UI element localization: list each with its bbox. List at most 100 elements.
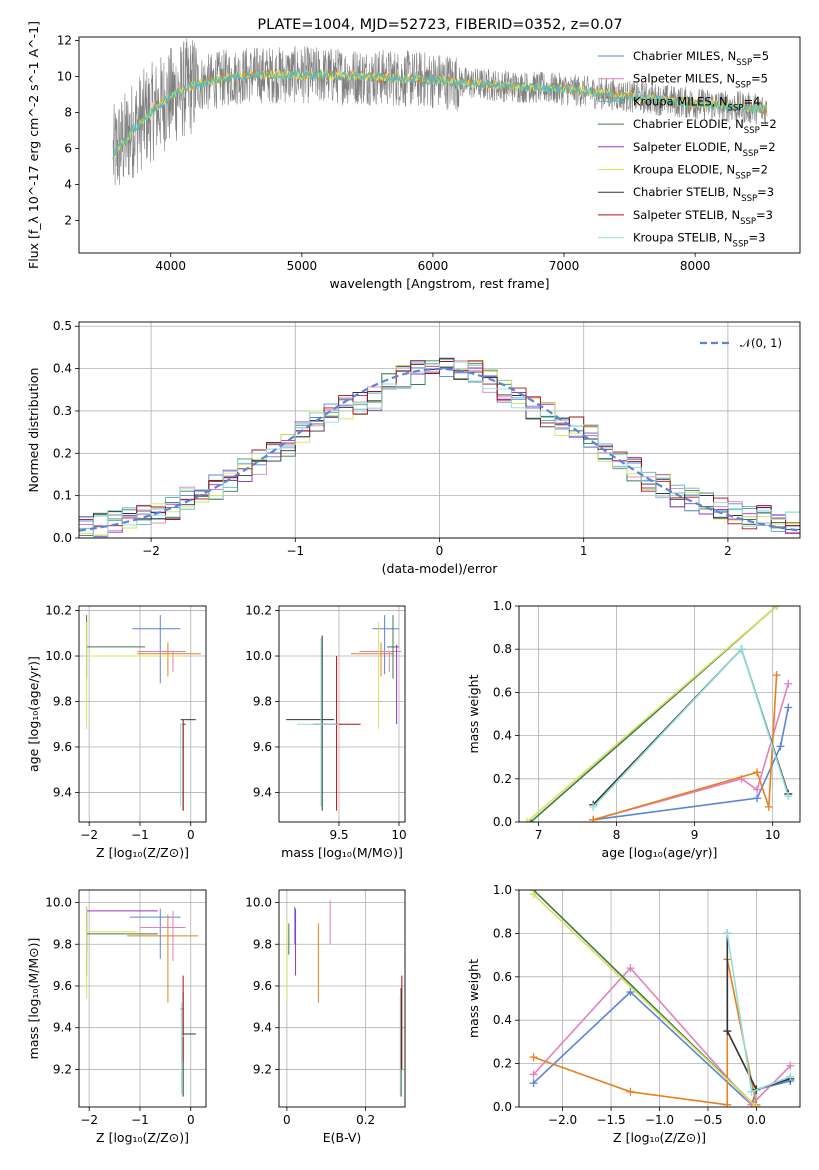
error-bar-point (127, 915, 199, 1003)
age-vs-mass-panel: 9.5 10 9.4 9.6 9.8 10.0 10.2 mass [log₁₀(M/M⊙)] (245, 604, 406, 860)
y-tick-label: 0.8 (493, 926, 512, 940)
y-tick-label: 0.4 (53, 362, 72, 376)
x-tick-label: −1.0 (645, 1113, 674, 1127)
weight-marker (784, 679, 793, 688)
residuals-panel: −2 −1 0 1 2 0.0 0.1 0.2 0.3 0.4 0.5 (data-model)/er… (26, 319, 801, 576)
x-tick-label: 0 (436, 544, 444, 558)
error-bar-point (351, 642, 393, 677)
weight-series (533, 959, 758, 1106)
axes-frame (78, 36, 801, 254)
y-tick-label: 10.0 (245, 649, 272, 663)
axes-frame (78, 889, 207, 1108)
legend-label: Salpeter ELODIE, NSSP=2 (633, 140, 776, 159)
y-tick-label: 8 (64, 106, 72, 120)
mass-vs-metallicity-panel: −2 −1 0 9.2 9.4 9.6 9.8 10.0 Z [log₁₀(Z/Z⊙)] mass… (26, 889, 207, 1145)
y-tick-label: 0.3 (53, 404, 72, 418)
y-tick-label: 9.4 (253, 785, 272, 799)
y-tick-label: 0.8 (493, 642, 512, 656)
y-tick-label: 9.8 (253, 937, 272, 951)
y-tick-label: 0.0 (53, 531, 72, 545)
x-tick-label: −1 (286, 544, 304, 558)
x-tick-label: −0.5 (693, 1113, 722, 1127)
legend-label: Chabrier STELIB, NSSP=3 (633, 185, 774, 204)
weight-marker (529, 1079, 538, 1088)
error-bar-point (182, 992, 196, 1097)
y-tick-label: 10.0 (45, 649, 72, 663)
mass-vs-extinction-panel: 0 0.2 9.2 9.4 9.6 9.8 10.0 E(B-V) (245, 889, 406, 1145)
y-tick-label: 9.6 (253, 740, 272, 754)
weight-marker (723, 929, 732, 938)
x-tick-label: 0 (187, 828, 195, 842)
error-bar-point (372, 615, 399, 675)
weight-marker (529, 1070, 538, 1079)
y-tick-label: 10 (57, 70, 72, 84)
weight-marker (753, 785, 762, 794)
y-tick-label: 9.2 (253, 1062, 272, 1076)
x-tick-label: 1 (580, 544, 588, 558)
x-axis-label: Z [log₁₀(Z/Z⊙)] (96, 1130, 189, 1145)
weight-marker (784, 792, 793, 801)
x-tick-label: −2 (80, 828, 98, 842)
error-bar-point (137, 650, 186, 672)
y-tick-label: 0.4 (493, 729, 512, 743)
error-bar-point (181, 1002, 185, 1095)
model-spectrum (112, 68, 768, 160)
y-axis-label: mass [log₁₀(M/M⊙)] (26, 938, 41, 1060)
y-axis-label: Normed distribution (26, 368, 41, 493)
weight-series (593, 707, 790, 821)
weight-marker (529, 1053, 538, 1062)
axes-frame (278, 889, 406, 1108)
residual-histogram (79, 361, 800, 538)
x-tick-label: −1 (131, 1113, 149, 1127)
weight-marker (786, 1061, 795, 1070)
error-bar-point (387, 615, 399, 679)
x-tick-label: 9 (691, 828, 699, 842)
weight-marker (772, 606, 781, 610)
y-tick-label: 10.2 (45, 604, 72, 618)
plot-area (112, 38, 768, 186)
weight-series (526, 606, 778, 822)
plot-area (522, 606, 793, 822)
y-tick-label: 0.6 (493, 685, 512, 699)
y-axis-label: mass weight (466, 959, 481, 1038)
x-tick-label: 4000 (155, 259, 186, 273)
weight-series (726, 933, 791, 1091)
legend-label: Salpeter STELIB, NSSP=3 (633, 208, 773, 227)
error-bar-point (132, 615, 181, 684)
spectrum-panel: 4000 5000 6000 7000 8000 2 4 6 8 10 12 wavelength [… (26, 21, 801, 291)
x-tick-label: 8000 (680, 259, 711, 273)
weight-vs-age-panel: 7 8 9 10 0.0 0.2 0.4 0.6 0.8 1.0 age [log₁₀(age/yr… (466, 599, 801, 860)
error-bar-point (297, 637, 339, 807)
y-tick-label: 0.2 (493, 1057, 512, 1071)
weight-marker (752, 1103, 761, 1107)
x-axis-label: Z [log₁₀(Z/Z⊙)] (96, 845, 189, 860)
y-tick-label: 0.2 (493, 772, 512, 786)
plot-area (529, 890, 795, 1107)
x-tick-label: 5000 (287, 259, 318, 273)
y-tick-label: 9.4 (53, 1021, 72, 1035)
weight-marker (589, 815, 598, 822)
y-tick-label: 9.8 (53, 694, 72, 708)
y-axis-label: Flux [f_λ 10^-17 erg cm^-2 s^-1 A^-1] (26, 21, 41, 269)
weight-marker (626, 1087, 635, 1096)
weight-series (532, 893, 757, 1107)
y-tick-label: 0.1 (53, 489, 72, 503)
legend-label: 𝒩(0, 1) (740, 336, 782, 350)
weight-marker (784, 703, 793, 712)
x-axis-label: (data-model)/error (382, 561, 499, 576)
weight-series (592, 675, 778, 821)
legend-label: Kroupa STELIB, NSSP=3 (633, 231, 765, 250)
x-tick-label: −2.0 (548, 1113, 577, 1127)
x-tick-label: 2 (724, 544, 732, 558)
x-tick-label: 7000 (549, 259, 580, 273)
y-tick-label: 0.6 (493, 970, 512, 984)
weight-marker (764, 802, 773, 811)
y-tick-label: 10.0 (45, 896, 72, 910)
legend-label: Chabrier ELODIE, NSSP=2 (633, 117, 777, 136)
y-tick-label: 9.4 (53, 785, 72, 799)
x-tick-label: 7 (535, 828, 543, 842)
weight-marker (753, 794, 762, 803)
legend-label: Kroupa MILES, NSSP=4 (633, 94, 760, 113)
error-bar-point (129, 908, 181, 959)
x-axis-label: wavelength [Angstrom, rest frame] (329, 276, 549, 291)
